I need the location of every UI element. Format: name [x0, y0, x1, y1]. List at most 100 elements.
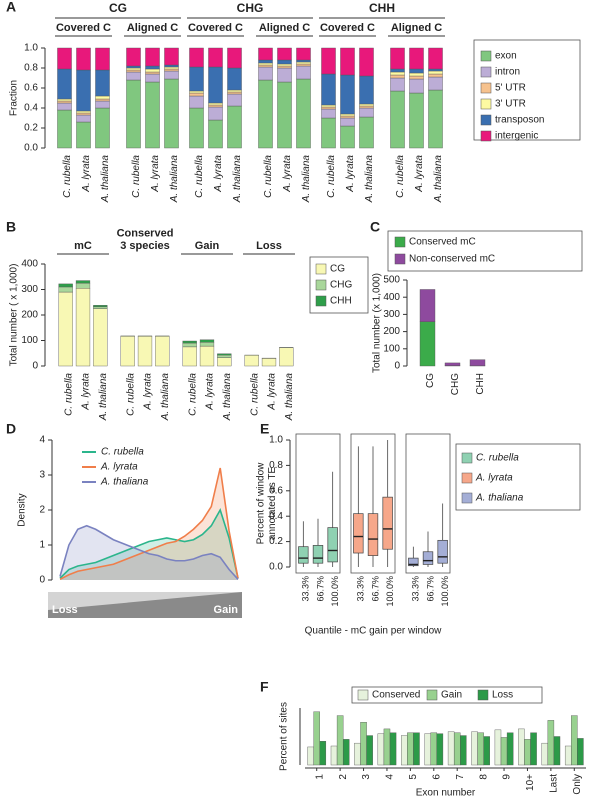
- group-label: Gain: [195, 240, 220, 252]
- legend-swatch: [480, 82, 492, 94]
- bar: [447, 731, 455, 766]
- bar-segment: [58, 286, 73, 293]
- legend-swatch: [461, 492, 473, 504]
- x-tick-label: A. lyrata: [213, 155, 224, 193]
- y-tick-label: 0.0: [24, 143, 38, 154]
- bar-segment: [428, 47, 443, 70]
- bar: [319, 741, 327, 766]
- x-tick-label: A. thaliana: [98, 373, 109, 422]
- bar-segment: [182, 346, 197, 367]
- y-tick-label: 200: [21, 310, 38, 321]
- bar: [401, 735, 408, 766]
- legend-label: C. rubella: [101, 447, 144, 458]
- x-axis-title: Quantile - mC gain per window: [305, 626, 443, 637]
- bar-segment: [359, 75, 374, 105]
- y-tick-label: 0.2: [24, 123, 38, 134]
- y-axis-title: Fraction: [9, 80, 20, 116]
- bar: [424, 733, 431, 766]
- bar-segment: [164, 78, 179, 149]
- bar-segment: [428, 73, 443, 78]
- y-tick-label: 2: [39, 505, 45, 516]
- legend-label: A. lyrata: [100, 462, 138, 473]
- bar-segment: [227, 47, 242, 69]
- bar-segment: [137, 335, 153, 367]
- bar-segment: [93, 306, 108, 309]
- bar-segment: [120, 335, 135, 367]
- bar-segment: [321, 73, 336, 106]
- bar-segment: [208, 47, 223, 68]
- bar-segment: [409, 78, 424, 94]
- subgroup-label: Covered C: [188, 22, 243, 34]
- bar-segment: [199, 342, 215, 347]
- x-tick-label: C. rubella: [395, 155, 406, 198]
- legend-label: Non-conserved mC: [409, 254, 495, 265]
- bar-segment: [189, 66, 204, 92]
- bar-segment: [126, 65, 141, 69]
- bar-segment: [469, 359, 486, 367]
- y-tick-label: 400: [383, 292, 400, 303]
- density-fill: [60, 510, 238, 580]
- y-tick-label: 0.8: [269, 460, 283, 471]
- subgroup-label: Aligned C: [127, 22, 178, 34]
- bar-segment: [93, 305, 108, 308]
- bar-segment: [76, 69, 91, 112]
- legend-label: C. rubella: [476, 453, 519, 464]
- group-label-line: 3 species: [120, 240, 170, 252]
- legend-swatch: [315, 295, 327, 307]
- group-label: CHG: [237, 1, 264, 15]
- x-tick-label: 9: [502, 774, 513, 780]
- bar-segment: [217, 357, 232, 367]
- y-axis-title-line: annotated as TE: [267, 467, 278, 541]
- bar-segment: [258, 47, 273, 61]
- bar-segment: [277, 67, 292, 83]
- bar-segment: [321, 117, 336, 149]
- bar-segment: [57, 98, 72, 102]
- x-tick-label: 7: [455, 774, 466, 780]
- bar-segment: [428, 76, 443, 91]
- y-tick-label: 300: [383, 309, 400, 320]
- bar-segment: [409, 92, 424, 149]
- bar-segment: [419, 321, 436, 367]
- bar-segment: [182, 342, 197, 348]
- x-tick-label: Only: [572, 774, 583, 795]
- x-tick-label: A. thaliana: [222, 373, 233, 422]
- panel-letter: F: [260, 679, 269, 695]
- panel-frame: [350, 433, 396, 574]
- bar-segment: [57, 68, 72, 100]
- bar-segment: [409, 75, 424, 80]
- density-fill: [60, 468, 238, 580]
- legend-swatch: [480, 66, 492, 78]
- bar-segment: [95, 98, 110, 102]
- x-tick-label: CHH: [475, 373, 486, 395]
- legend-swatch: [394, 236, 406, 248]
- x-tick-label: 100.0%: [385, 576, 395, 607]
- group-label: mC: [74, 240, 92, 252]
- bar-segment: [277, 65, 292, 69]
- bar-segment: [340, 47, 355, 76]
- x-tick-label: 5: [408, 774, 419, 780]
- legend-swatch: [461, 452, 473, 464]
- bar-segment: [57, 100, 72, 104]
- legend-swatch: [461, 472, 473, 484]
- x-tick-label: 66.7%: [315, 576, 325, 602]
- legend-label: CHG: [330, 280, 352, 291]
- x-tick-label: 33.3%: [301, 576, 311, 602]
- bar: [354, 742, 361, 766]
- bar-segment: [340, 115, 355, 119]
- y-tick-label: 0: [394, 361, 400, 372]
- bar: [541, 742, 549, 766]
- y-tick-label: 100: [21, 335, 38, 346]
- bar-segment: [359, 107, 374, 118]
- bar-segment: [227, 67, 242, 91]
- bar: [577, 738, 584, 766]
- bar-segment: [340, 74, 355, 115]
- legend-box: [309, 256, 369, 314]
- bar-segment: [93, 308, 108, 367]
- panel-letter: C: [370, 219, 380, 235]
- bar-segment: [145, 71, 160, 75]
- bar-segment: [57, 102, 72, 111]
- bar-segment: [227, 89, 242, 93]
- subgroup-label: Covered C: [320, 22, 375, 34]
- bar-segment: [428, 89, 443, 149]
